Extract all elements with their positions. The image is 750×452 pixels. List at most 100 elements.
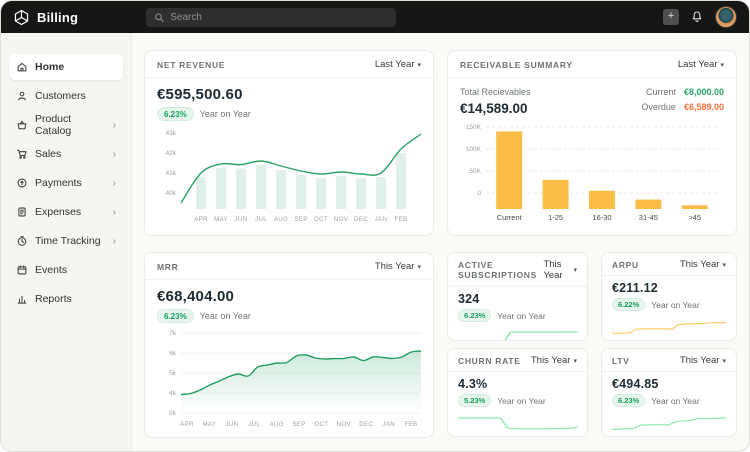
growth-badge: 5.23% <box>458 394 492 407</box>
svg-text:1-25: 1-25 <box>548 213 563 222</box>
arpu-card: ARPU This Year ▾ €211.12 6.22% Year on Y… <box>601 252 737 341</box>
receivable-bar-chart: 150K 100K 50K 0 Current 1-25 16-30 31-45 >45 <box>466 124 718 222</box>
sidebar-item-time-tracking[interactable]: Time Tracking › <box>9 228 123 254</box>
billing-logo-icon <box>14 9 29 25</box>
total-receivables: Total Recievables €14,589.00 <box>460 87 531 117</box>
ltv-card: LTV This Year ▾ €494.85 6.23% Year on Ye… <box>601 348 737 437</box>
expenses-icon <box>18 207 26 217</box>
svg-text:AUG: AUG <box>274 216 288 223</box>
svg-text:6k: 6k <box>169 350 177 357</box>
topbar: Billing + <box>1 1 749 33</box>
sidebar-item-customers[interactable]: Customers <box>9 83 123 109</box>
receivable-summary-card: RECEIVABLE SUMMARY Last Year ▾ Total Rec… <box>447 50 737 236</box>
growth-badge: 6.23% <box>458 309 492 322</box>
svg-text:43k: 43k <box>166 130 177 137</box>
active-subscriptions-period-dropdown[interactable]: This Year ▾ <box>543 259 577 281</box>
svg-text:16-30: 16-30 <box>592 213 611 222</box>
active-subscriptions-sparkline <box>504 331 578 340</box>
sidebar-item-label: Customers <box>35 90 86 102</box>
svg-text:4k: 4k <box>169 390 177 397</box>
sidebar-item-events[interactable]: Events <box>9 257 123 283</box>
net-revenue-card: NET REVENUE Last Year ▾ €595,500.60 6.23… <box>144 50 434 236</box>
receivable-period-dropdown[interactable]: Last Year ▾ <box>678 59 724 70</box>
chevron-down-icon: ▾ <box>573 357 577 365</box>
total-receivables-amount: €14,589.00 <box>460 101 528 116</box>
svg-text:JAN: JAN <box>375 216 388 223</box>
svg-text:APR: APR <box>194 216 208 223</box>
growth-badge: 6.23% <box>157 309 194 323</box>
svg-text:JAN: JAN <box>382 421 395 428</box>
period-label: This Year <box>374 261 415 272</box>
svg-text:7k: 7k <box>169 330 177 337</box>
notifications-bell-icon[interactable] <box>690 10 704 24</box>
search-box[interactable] <box>146 7 396 27</box>
sidebar-item-label: Home <box>35 61 65 73</box>
card-title: ARPU <box>612 259 639 270</box>
add-button[interactable]: + <box>663 9 679 25</box>
mrr-period-dropdown[interactable]: This Year ▾ <box>375 261 421 272</box>
sidebar-item-home[interactable]: Home <box>9 54 123 80</box>
sidebar-item-expenses[interactable]: Expenses › <box>9 199 123 225</box>
badge-caption: Year on Year <box>199 109 251 119</box>
churn-rate-card: CHURN RATE This Year ▾ 4.3% 5.23% Year o… <box>447 348 588 437</box>
churn-rate-sparkline <box>458 417 578 430</box>
svg-text:50K: 50K <box>469 168 481 175</box>
svg-text:42k: 42k <box>166 150 177 157</box>
svg-text:JUL: JUL <box>248 421 260 428</box>
ltv-sparkline <box>612 417 726 430</box>
svg-text:0: 0 <box>477 190 481 197</box>
sidebar-item-label: Reports <box>35 293 72 305</box>
chevron-right-icon: › <box>112 206 116 218</box>
sidebar-item-reports[interactable]: Reports <box>9 286 123 312</box>
sidebar-item-product-catalog[interactable]: Product Catalog › <box>9 112 123 138</box>
chevron-right-icon: › <box>112 148 116 160</box>
period-label: This Year <box>679 259 720 270</box>
arpu-sparkline <box>612 321 726 334</box>
sales-cart-icon <box>17 149 27 159</box>
churn-period-dropdown[interactable]: This Year ▾ <box>531 355 577 366</box>
home-icon <box>17 62 27 72</box>
svg-text:OCT: OCT <box>314 216 328 223</box>
card-title: NET REVENUE <box>157 59 226 70</box>
topbar-actions: + <box>663 6 737 28</box>
search-input[interactable] <box>170 11 388 23</box>
sidebar-item-label: Product Catalog <box>35 113 72 137</box>
active-subscriptions-card: ACTIVE SUBSCRIPTIONS This Year ▾ 324 6.2… <box>447 252 588 341</box>
sidebar-item-label: Payments <box>35 177 82 189</box>
period-label: This Year <box>530 355 571 366</box>
mrr-card: MRR This Year ▾ €68,404.00 6.23% Year on… <box>144 252 434 438</box>
product-catalog-icon <box>17 120 27 130</box>
badge-caption: Year on Year <box>651 395 700 406</box>
churn-rate-amount: 4.3% <box>458 377 488 391</box>
user-avatar[interactable] <box>715 6 737 28</box>
sidebar-item-payments[interactable]: Payments › <box>9 170 123 196</box>
customers-icon <box>18 91 26 101</box>
svg-text:MAY: MAY <box>202 421 216 428</box>
growth-badge: 6.23% <box>157 107 194 121</box>
net-revenue-period-dropdown[interactable]: Last Year ▾ <box>375 59 421 70</box>
overdue-amount: €6,589.00 <box>683 102 724 112</box>
svg-text:JUN: JUN <box>235 216 248 223</box>
badge-caption: Year on Year <box>497 395 546 406</box>
badge-caption: Year on Year <box>651 299 700 310</box>
svg-text:40k: 40k <box>166 190 177 197</box>
ltv-period-dropdown[interactable]: This Year ▾ <box>680 355 726 366</box>
svg-text:AUG: AUG <box>269 421 283 428</box>
svg-text:150K: 150K <box>466 124 482 131</box>
overdue-label: Overdue <box>641 102 676 112</box>
growth-badge: 6.23% <box>612 394 646 407</box>
kpi-grid: ACTIVE SUBSCRIPTIONS This Year ▾ 324 6.2… <box>447 252 737 438</box>
net-revenue-chart: 43k 42k 41k 40k APR MAY JUN JUL AUG SEP OCT NOV DEC J… <box>166 130 422 223</box>
card-title: CHURN RATE <box>458 355 521 366</box>
arpu-period-dropdown[interactable]: This Year ▾ <box>680 259 726 270</box>
ltv-amount: €494.85 <box>612 377 659 391</box>
net-revenue-amount: €595,500.60 <box>157 86 243 103</box>
logo-area: Billing <box>13 9 146 26</box>
sidebar-item-sales[interactable]: Sales › <box>9 141 123 167</box>
svg-text:FEB: FEB <box>395 216 408 223</box>
svg-text:FEB: FEB <box>405 421 418 428</box>
chevron-right-icon: › <box>112 119 116 131</box>
total-receivables-label: Total Recievables <box>460 87 531 97</box>
